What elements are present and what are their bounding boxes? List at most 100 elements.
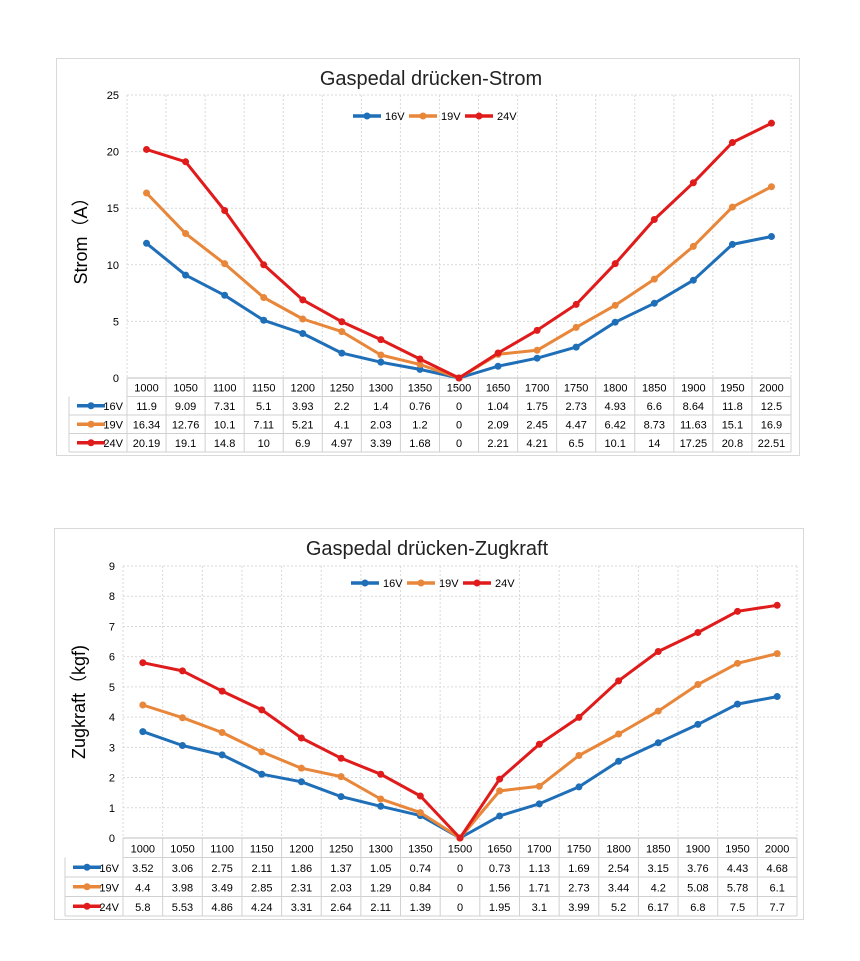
c1-data-label-24V: 14 (648, 438, 660, 450)
c2-data-point-16V (734, 700, 742, 708)
c2-table-series-label-24V: 24V (99, 902, 119, 914)
c1-data-label-16V: 2.73 (565, 401, 586, 413)
c1-x-tick-label: 1250 (330, 383, 354, 395)
chart-zugkraft: Gaspedal drücken-Zugkraft 0 1 2 3 4 5 6 7 8 9 Zugkr… (54, 528, 804, 920)
c2-legend-label-24V: 24V (495, 578, 515, 590)
c1-data-point-24V (533, 326, 541, 334)
c2-data-label-24V: 6.17 (648, 902, 669, 914)
c1-data-point-16V (182, 271, 190, 279)
c1-data-label-24V: 10 (258, 438, 270, 450)
c2-data-label-24V: 3.1 (532, 902, 547, 914)
c1-data-point-19V (143, 189, 151, 197)
c2-x-tick-label: 1050 (170, 844, 194, 856)
c2-data-point-19V (377, 795, 385, 803)
c1-y-axis-label: Strom（A） (71, 188, 91, 284)
c2-data-label-19V: 2.85 (251, 883, 272, 895)
c1-data-point-24V (494, 349, 502, 357)
c2-y-tick-label: 4 (109, 712, 115, 724)
c2-data-point-16V (535, 800, 543, 808)
c1-data-label-19V: 5.21 (292, 420, 313, 432)
c1-data-label-16V: 1.75 (526, 401, 547, 413)
c1-x-tick-label: 1050 (173, 383, 197, 395)
c1-data-label-19V: 15.1 (722, 420, 743, 432)
c2-data-label-24V: 2.64 (330, 902, 351, 914)
c2-data-point-16V (139, 728, 147, 736)
c2-x-tick-label: 1850 (646, 844, 670, 856)
c2-data-point-24V (258, 706, 266, 714)
c1-data-label-16V: 1.4 (373, 401, 388, 413)
c1-legend-label-19V: 19V (441, 111, 461, 123)
c1-data-point-19V (689, 242, 697, 250)
c2-data-label-19V: 4.2 (651, 883, 666, 895)
c2-y-tick-label: 9 (109, 561, 115, 573)
c1-x-tick-label: 1500 (447, 383, 471, 395)
c1-data-label-19V: 10.1 (214, 420, 235, 432)
c2-data-label-19V: 1.29 (370, 883, 391, 895)
c1-data-point-24V (260, 261, 268, 269)
c1-data-label-19V: 4.47 (565, 420, 586, 432)
c2-data-label-24V: 2.11 (370, 902, 391, 914)
c1-data-label-24V: 20.8 (722, 438, 743, 450)
c1-x-tick-label: 1800 (603, 383, 627, 395)
c2-data-point-19V (337, 773, 345, 781)
c1-data-point-24V (767, 119, 775, 127)
c1-legend-label-24V: 24V (497, 111, 517, 123)
c1-data-label-24V: 19.1 (175, 438, 196, 450)
c1-x-tick-label: 1150 (252, 383, 276, 395)
c2-data-label-19V: 0.84 (410, 883, 431, 895)
c2-data-point-19V (654, 707, 662, 715)
c2-data-label-24V: 0 (457, 902, 463, 914)
c2-data-label-16V: 2.11 (251, 863, 272, 875)
c1-x-tick-label: 1350 (408, 383, 432, 395)
c2-x-tick-label: 1000 (131, 844, 155, 856)
c2-data-label-16V: 2.75 (211, 863, 232, 875)
c2-data-point-19V (615, 730, 623, 738)
c1-data-label-24V: 14.8 (214, 438, 235, 450)
c1-data-point-16V (299, 330, 307, 338)
c1-data-label-24V: 4.21 (526, 438, 547, 450)
c1-data-point-19V (338, 328, 346, 336)
c2-data-point-16V (178, 742, 186, 750)
c1-data-label-16V: 5.1 (256, 401, 271, 413)
c1-data-label-24V: 20.19 (133, 438, 161, 450)
c1-data-label-19V: 12.76 (172, 420, 200, 432)
c2-legend-marker-19V (417, 579, 425, 587)
c2-x-tick-label: 1300 (368, 844, 392, 856)
c2-data-point-19V (734, 659, 742, 667)
c1-table-series-label-16V: 16V (103, 401, 123, 413)
c2-data-label-19V: 2.73 (568, 883, 589, 895)
c2-data-label-19V: 3.98 (172, 883, 193, 895)
c1-data-point-19V (182, 230, 190, 238)
c2-data-label-24V: 7.7 (770, 902, 785, 914)
c2-data-point-16V (615, 757, 623, 765)
c1-data-label-24V: 0 (456, 438, 462, 450)
c1-y-tick-label: 5 (113, 316, 119, 328)
c2-data-point-16V (377, 802, 385, 810)
c2-data-label-16V: 3.76 (687, 863, 708, 875)
c2-data-label-24V: 3.31 (291, 902, 312, 914)
c2-data-point-24V (416, 792, 424, 800)
c2-data-label-19V: 1.56 (489, 883, 510, 895)
c1-data-label-19V: 2.45 (526, 420, 547, 432)
c1-data-label-19V: 1.2 (412, 420, 427, 432)
c2-data-point-16V (773, 693, 781, 701)
c1-data-label-19V: 0 (456, 420, 462, 432)
c2-x-tick-label: 1650 (487, 844, 511, 856)
c1-legend-marker-19V (419, 112, 427, 120)
c2-data-point-24V (139, 659, 147, 667)
c2-data-point-16V (694, 720, 702, 728)
c2-data-label-19V: 0 (457, 883, 463, 895)
c2-data-label-19V: 6.1 (770, 883, 785, 895)
c2-x-tick-label: 2000 (765, 844, 789, 856)
chart-strom-svg: Gaspedal drücken-Strom 0 5 10 15 20 25 Strom（A）… (68, 68, 792, 453)
c2-data-label-19V: 5.78 (727, 883, 748, 895)
c2-data-point-16V (297, 778, 305, 786)
c1-data-label-19V: 11.63 (680, 420, 707, 432)
c1-x-tick-label: 1850 (642, 383, 666, 395)
c2-legend-label-19V: 19V (439, 578, 459, 590)
chart-strom: Gaspedal drücken-Strom 0 5 10 15 20 25 Strom（A）… (56, 58, 800, 456)
c2-data-point-19V (178, 714, 186, 722)
c2-x-tick-label: 1100 (210, 844, 234, 856)
c1-data-point-16V (221, 291, 229, 299)
c2-x-tick-label: 1250 (329, 844, 353, 856)
